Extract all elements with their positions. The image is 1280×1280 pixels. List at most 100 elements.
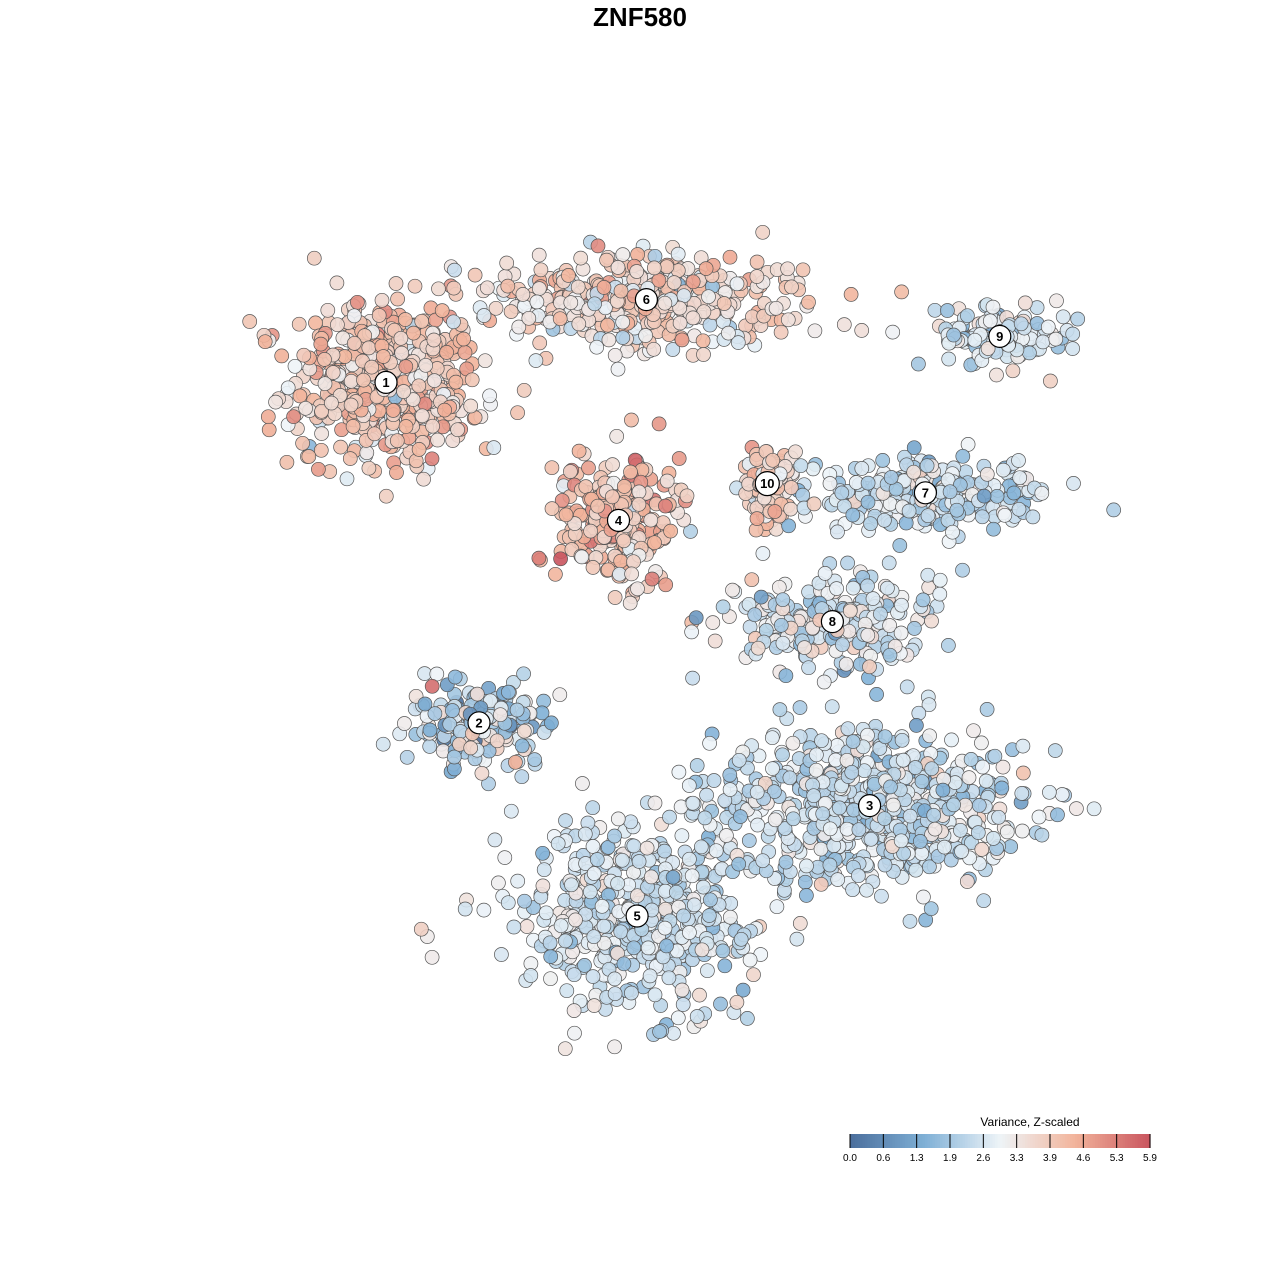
cell-point [937, 839, 952, 855]
cell-point [824, 699, 840, 715]
legend-tick-label: 3.3 [1010, 1153, 1024, 1164]
cell-point [457, 901, 473, 917]
cell-point [805, 461, 821, 477]
cell-point [427, 373, 442, 388]
cell-point [668, 884, 684, 900]
cell-point [908, 862, 924, 878]
cell-point [308, 315, 323, 331]
cell-point [767, 504, 783, 519]
cell-point [385, 403, 401, 418]
cell-point [685, 670, 700, 686]
cell-point [860, 475, 876, 491]
cell-point [313, 336, 329, 352]
cell-point [814, 733, 829, 749]
cell-point [1050, 807, 1065, 823]
cell-point [279, 454, 295, 470]
cell-point [755, 546, 771, 561]
cell-point [527, 752, 542, 767]
cell-point [974, 735, 989, 751]
cell-point [767, 812, 783, 828]
cell-point [883, 779, 898, 795]
cell-point [486, 440, 502, 455]
cell-point [390, 291, 405, 307]
cell-point [753, 589, 769, 605]
cell-point [692, 987, 707, 1003]
cell-point [339, 471, 355, 487]
cell-point [494, 947, 509, 962]
cell-point [722, 767, 738, 783]
legend-tick-label: 4.6 [1076, 1153, 1090, 1164]
cell-point [590, 498, 606, 514]
cell-point [702, 735, 717, 751]
cell-point [813, 876, 829, 892]
cell-point [544, 460, 560, 476]
cell-point [515, 287, 531, 302]
cell-point [716, 296, 732, 311]
svg-text:3: 3 [866, 798, 873, 813]
cell-point [631, 496, 647, 512]
cell-point [371, 308, 387, 323]
cell-point [622, 595, 638, 611]
cell-point [694, 942, 710, 958]
cell-point [815, 806, 831, 822]
cell-point [851, 868, 866, 884]
cell-point [578, 479, 594, 494]
cell-point [836, 317, 852, 332]
cell-point [469, 686, 485, 702]
cell-point [1031, 809, 1047, 825]
cell-point [585, 800, 601, 816]
cell-point [552, 687, 568, 703]
cell-point [671, 451, 687, 466]
cell-point [735, 982, 751, 998]
cell-point [722, 909, 738, 925]
cell-point [559, 983, 575, 999]
cell-point [563, 295, 579, 310]
cell-point [482, 388, 497, 404]
legend-tick-label: 1.3 [910, 1153, 924, 1164]
cell-point [670, 246, 686, 262]
cell-point [860, 627, 876, 643]
cell-point [830, 872, 846, 887]
cell-point [568, 912, 583, 928]
cell-point [424, 949, 440, 965]
cell-point [333, 439, 348, 455]
cell-point [672, 315, 688, 331]
cell-point [427, 706, 443, 721]
cell-point [699, 787, 714, 803]
cell-point [425, 418, 440, 434]
cell-point [792, 700, 808, 715]
cell-point [529, 294, 545, 310]
cell-point [548, 566, 563, 582]
cell-point [516, 666, 531, 682]
cell-point [563, 464, 578, 479]
cell-point [643, 512, 659, 528]
cell-point [744, 572, 760, 588]
cell-point [558, 507, 574, 523]
cell-point [822, 821, 838, 837]
cell-point [296, 347, 312, 363]
cell-point [647, 535, 662, 551]
cell-point [781, 518, 796, 534]
cell-point [765, 761, 780, 776]
cluster-label-3: 3 [857, 793, 882, 818]
cell-point [399, 749, 415, 765]
cell-point [686, 897, 702, 913]
cell-point [1017, 295, 1033, 311]
cell-point [999, 824, 1015, 840]
cell-point [921, 697, 937, 713]
cell-point [422, 722, 438, 738]
cluster-label-10: 10 [754, 471, 780, 497]
cell-point [445, 703, 460, 718]
cell-point [807, 323, 823, 339]
cell-point [940, 303, 955, 318]
cell-point [795, 487, 811, 503]
cell-point [785, 735, 801, 751]
cell-point [670, 1010, 686, 1026]
chart-title: ZNF580 [593, 2, 687, 32]
cell-point [624, 566, 639, 582]
cell-point [510, 873, 526, 889]
cell-point [703, 892, 718, 908]
cell-point [675, 997, 691, 1012]
cell-point [985, 299, 1001, 315]
cell-point [630, 581, 645, 597]
